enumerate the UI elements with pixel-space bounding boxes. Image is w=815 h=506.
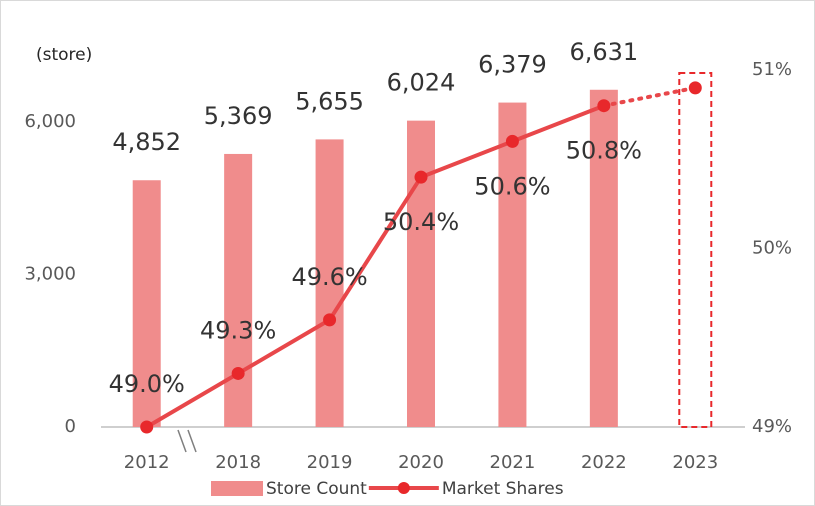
bar-value-label: 5,655 [295,87,364,115]
y2-tick-label: 49% [752,416,792,437]
line-point [414,170,428,184]
legend-label: Store Count [266,479,367,499]
x-tick-label: 2021 [490,452,536,473]
line-value-label: 49.3% [200,316,276,344]
bar [498,102,527,428]
axis-break [177,429,197,453]
line-value-label: 50.8% [566,137,642,165]
y-axis-label: (store) [36,45,92,65]
line-value-label: 50.6% [474,172,550,200]
bar-value-label: 5,369 [204,102,273,130]
y-tick-label: 3,000 [24,263,76,284]
line-point [231,366,245,380]
y2-tick-label: 50% [752,238,792,259]
bar-value-label: 4,852 [112,128,181,156]
line-point [505,134,519,148]
projection-box [678,72,713,428]
bar-value-label: 6,379 [478,51,547,79]
y-tick-label: 0 [65,416,76,437]
x-tick-label: 2012 [124,452,170,473]
bar [315,139,344,427]
x-tick-label: 2018 [215,452,261,473]
line [145,103,605,429]
legend-swatch [211,481,263,496]
bar [407,120,435,428]
bar-value-label: 6,024 [387,69,456,97]
x-tick-label: 2019 [307,452,353,473]
bar [132,180,161,427]
bar-value-label: 6,631 [569,38,638,66]
line-point [688,81,702,95]
bar [589,89,618,427]
y-tick-label: 6,000 [24,111,76,132]
projected-line [601,85,698,108]
y2-tick-label: 51% [752,59,792,80]
x-tick-label: 2020 [398,452,444,473]
line-point [323,313,337,327]
line-point [140,420,154,434]
legend-swatch-point [397,482,410,494]
line-point [597,99,611,113]
legend-label: Market Shares [442,479,564,499]
bar [224,153,253,427]
x-tick-label: 2022 [581,452,627,473]
x-tick-label: 2023 [672,452,718,473]
line-value-label: 49.0% [109,370,185,398]
line-value-label: 49.6% [291,263,367,291]
line-value-label: 50.4% [383,208,459,236]
